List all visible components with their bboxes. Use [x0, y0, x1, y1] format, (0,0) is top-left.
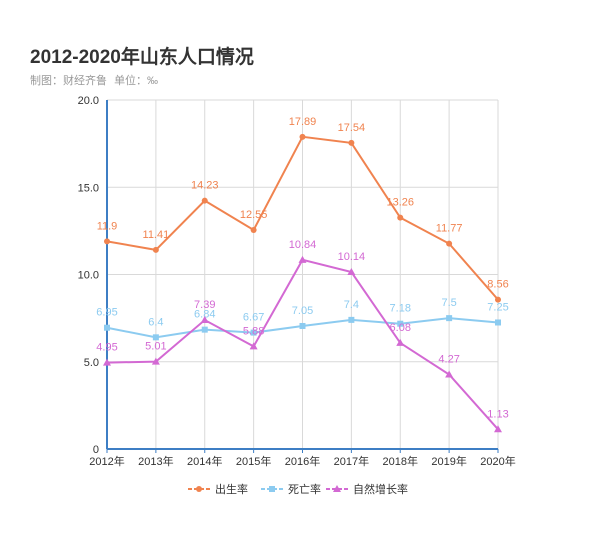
data-point	[494, 425, 502, 433]
data-label: 4.95	[96, 342, 117, 354]
x-tick-label: 2020年	[480, 454, 515, 468]
data-point	[495, 296, 501, 303]
data-label: 7.4	[344, 299, 359, 311]
data-point	[299, 133, 306, 140]
data-label: 6.67	[243, 312, 264, 324]
data-label: 17.89	[289, 116, 317, 128]
data-point	[201, 326, 208, 333]
legend-marker	[333, 485, 341, 492]
data-point	[104, 238, 110, 245]
x-tick-label: 2018年	[383, 454, 418, 468]
data-label: 6.95	[96, 307, 117, 319]
data-point	[347, 268, 356, 276]
legend-marker	[269, 486, 275, 492]
x-tick-label: 2016年	[285, 454, 320, 468]
data-label: 7.25	[487, 301, 508, 313]
y-tick-label: 15.0	[78, 182, 99, 194]
data-point	[151, 357, 160, 365]
data-label: 1.13	[487, 408, 508, 420]
data-label: 10.84	[289, 239, 317, 251]
source-note: 制图：财经齐鲁	[30, 75, 107, 87]
data-label: 14.23	[191, 180, 219, 192]
data-label: 7.18	[390, 303, 411, 315]
data-label: 7.5	[441, 297, 456, 309]
data-label: 11.41	[143, 229, 170, 241]
legend-marker	[196, 486, 202, 492]
data-point	[348, 139, 355, 146]
data-label: 11.77	[436, 223, 463, 235]
data-point	[397, 320, 404, 327]
data-label: 13.26	[386, 197, 414, 209]
legend-item-3: 自然增长率	[353, 482, 408, 496]
data-point	[152, 246, 159, 253]
data-label: 12.55	[240, 209, 268, 221]
data-label: 8.56	[487, 279, 508, 291]
data-point	[201, 197, 208, 204]
data-label: 17.54	[338, 122, 366, 134]
y-tick-label: 5.0	[84, 357, 99, 369]
data-point	[396, 338, 405, 346]
data-label: 7.39	[194, 299, 215, 311]
data-point	[200, 316, 209, 324]
data-point	[299, 322, 306, 329]
data-point	[445, 370, 454, 378]
data-point	[298, 255, 307, 263]
x-tick-label: 2017年	[334, 454, 369, 468]
unit-note: 单位：‰	[114, 75, 159, 87]
x-tick-label: 2014年	[187, 454, 222, 468]
chart-subtitle: 制图：财经齐鲁 单位：‰	[30, 72, 162, 88]
legend-item-2: 死亡率	[288, 482, 321, 496]
legend-item-1: 出生率	[215, 482, 248, 496]
x-tick-label: 2015年	[236, 454, 271, 468]
data-label: 10.14	[338, 251, 366, 263]
data-label: 11.9	[97, 220, 118, 232]
data-label: 5.01	[145, 341, 166, 353]
data-label: 6.4	[148, 316, 163, 328]
data-label: 7.05	[292, 305, 313, 317]
data-point	[446, 315, 453, 322]
data-point	[104, 324, 110, 331]
data-point	[250, 227, 257, 234]
x-tick-label: 2013年	[138, 454, 173, 468]
data-point	[446, 240, 453, 247]
x-tick-label: 2012年	[89, 454, 124, 468]
y-tick-label: 10.0	[78, 270, 99, 282]
data-label: 4.27	[438, 353, 459, 365]
data-point	[250, 329, 257, 336]
data-point	[348, 316, 355, 323]
y-tick-label: 20.0	[78, 95, 99, 107]
data-point	[103, 358, 111, 366]
data-point	[397, 214, 404, 221]
y-tick-label: 0	[93, 444, 99, 456]
data-label: 6.84	[194, 309, 215, 321]
data-label: 6.08	[390, 322, 411, 334]
chart-title: 2012-2020年山东人口情况	[30, 47, 254, 68]
data-label: 5.88	[243, 325, 264, 337]
data-point	[249, 342, 258, 350]
data-point	[152, 334, 159, 341]
x-tick-label: 2019年	[431, 454, 466, 468]
data-point	[495, 319, 501, 326]
